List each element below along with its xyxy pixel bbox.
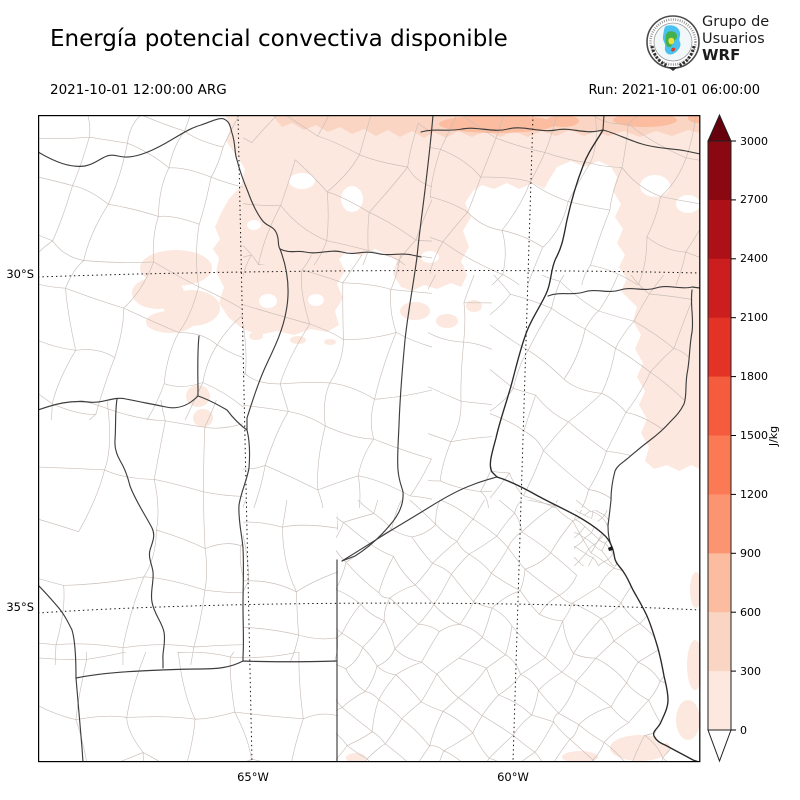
- colorbar-over-arrow: [707, 113, 732, 142]
- province-boundaries-layer: [38, 115, 700, 762]
- colorbar-tick-3000: 3000: [740, 134, 768, 148]
- colorbar-tick-600: 600: [740, 605, 761, 619]
- lat-label-30s: 30°S: [6, 267, 34, 281]
- gridline-35s: [38, 602, 700, 614]
- lon-label-60w: 60°W: [497, 770, 529, 784]
- colorbar-tick-1500: 1500: [740, 429, 768, 442]
- colorbar-tick-0: 0: [740, 723, 747, 737]
- colorbar: 3000 2700 2400 2100 1800 1500 1200 900 6…: [703, 110, 798, 775]
- wrf-users-group-logo: Grupo de Usuarios WRF: [644, 12, 794, 76]
- cape-map-svg: [37, 114, 701, 763]
- city-marker: [608, 546, 613, 551]
- colorbar-tick-marks: [731, 140, 736, 731]
- department-boundaries-layer: [38, 115, 700, 763]
- colorbar-segments: [708, 141, 731, 731]
- colorbar-tick-2700: 2700: [740, 193, 768, 207]
- lat-label-35s: 35°S: [6, 600, 34, 614]
- colorbar-tick-300: 300: [740, 664, 761, 678]
- colorbar-tick-1800: 1800: [740, 370, 768, 384]
- logo-line1: Grupo de: [702, 14, 770, 30]
- cape-shading-layer: [132, 115, 700, 762]
- colorbar-tick-900: 900: [740, 546, 761, 560]
- lon-label-65w: 65°W: [237, 770, 269, 784]
- logo-line2: Usuarios: [702, 30, 765, 47]
- coastline-layer: [489, 129, 700, 762]
- logo-text: Grupo de Usuarios WRF: [702, 14, 769, 64]
- colorbar-tick-2100: 2100: [740, 311, 768, 325]
- run-datetime-label: Run: 2021-10-01 06:00:00: [588, 83, 760, 98]
- globe-emblem-icon: [646, 15, 700, 71]
- logo-line3: WRF: [702, 46, 741, 64]
- colorbar-unit-label: J/kg: [767, 425, 780, 447]
- colorbar-svg: [707, 113, 736, 763]
- map-figure: [37, 114, 701, 763]
- page-title: Energía potencial convectiva disponible: [50, 26, 508, 52]
- map-frame: [37, 114, 701, 763]
- colorbar-under-arrow: [707, 729, 732, 763]
- colorbar-tick-2400: 2400: [740, 252, 768, 266]
- colorbar-tick-1200: 1200: [740, 487, 768, 501]
- valid-datetime-label: 2021-10-01 12:00:00 ARG: [50, 82, 227, 98]
- gridline-30s: [38, 269, 700, 278]
- gridline-60w: [512, 115, 534, 762]
